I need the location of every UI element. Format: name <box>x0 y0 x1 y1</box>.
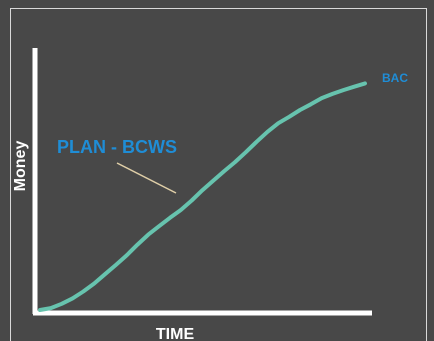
annotation-leader-line <box>116 162 177 194</box>
series-line-plan-bcws <box>38 81 367 312</box>
y-axis-label: Money <box>12 141 29 192</box>
annotation-plan-bcws: PLAN - BCWS <box>57 137 177 157</box>
annotation-bac: BAC <box>382 71 408 85</box>
x-axis-label: TIME <box>156 326 195 341</box>
slide-frame <box>10 8 427 341</box>
